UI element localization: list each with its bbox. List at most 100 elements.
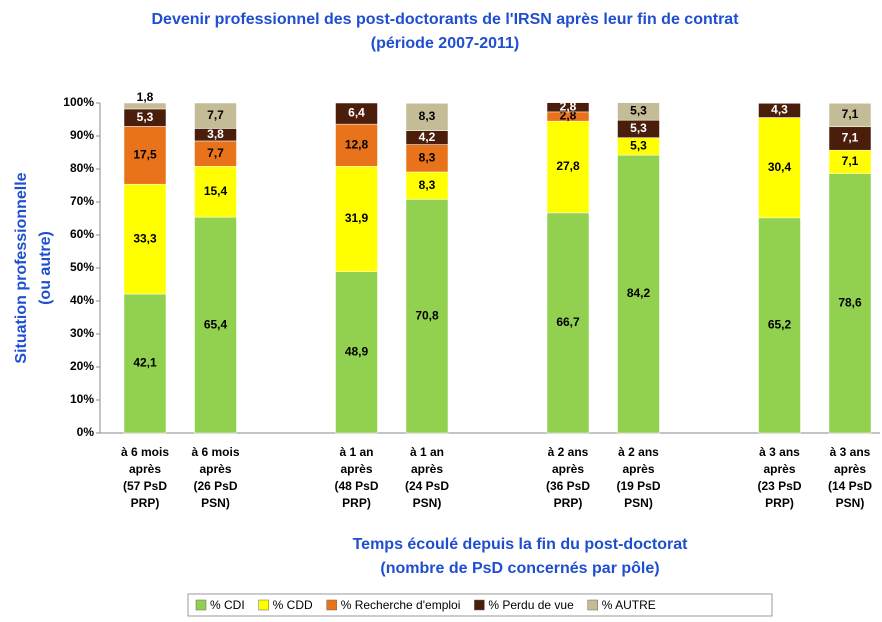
x-tick-label: (14 PsD — [828, 479, 872, 493]
data-label: 5,3 — [630, 139, 647, 153]
chart-subtitle: (période 2007-2011) — [371, 35, 520, 52]
data-label: 4,3 — [771, 103, 788, 117]
data-label: 12,8 — [345, 137, 369, 151]
data-label: 3,8 — [207, 127, 224, 141]
x-tick-label: (48 PsD — [334, 479, 378, 493]
x-tick-label: à 1 an — [339, 445, 373, 459]
bar-segment — [546, 212, 590, 434]
data-label: 5,3 — [630, 104, 647, 118]
y-tick-label: 10% — [70, 392, 94, 406]
legend-label: % CDD — [273, 598, 313, 612]
legend-swatch — [195, 599, 207, 611]
y-tick-label: 60% — [70, 227, 94, 241]
y-axis-label: Situation professionnelle — [13, 172, 30, 363]
x-tick-label: PRP) — [342, 496, 371, 510]
x-axis-label: Temps écoulé depuis la fin du post-docto… — [353, 536, 689, 553]
data-label: 2,8 — [560, 99, 577, 113]
x-tick-label: à 1 an — [410, 445, 444, 459]
data-label: 7,1 — [842, 131, 859, 145]
x-tick-label: (23 PsD — [757, 479, 801, 493]
legend-swatch — [326, 599, 337, 611]
bar-segment — [335, 123, 378, 167]
data-label: 84,2 — [627, 286, 651, 300]
bar-segment — [335, 166, 378, 272]
data-label: 42,1 — [133, 356, 157, 370]
x-tick-label: après — [340, 462, 372, 476]
legend-label: % CDI — [210, 598, 245, 612]
bar-segment — [405, 103, 449, 131]
y-tick-label: 100% — [63, 95, 94, 109]
bar-segment — [758, 117, 801, 219]
data-label: 5,3 — [630, 121, 647, 135]
x-tick-label: (57 PsD — [123, 479, 167, 493]
x-tick-label: à 2 ans — [548, 445, 589, 459]
data-label: 27,8 — [556, 159, 580, 173]
data-label: 7,1 — [842, 107, 859, 121]
data-label: 65,2 — [768, 318, 792, 332]
legend-swatch — [258, 599, 269, 611]
y-axis-label: (ou autre) — [37, 231, 54, 305]
legend-swatch — [474, 599, 485, 611]
x-tick-label: (26 PsD — [193, 479, 237, 493]
bar-segment — [405, 199, 449, 434]
y-tick-label: 20% — [70, 359, 94, 373]
data-label: 78,6 — [838, 295, 862, 309]
x-tick-label: après — [622, 462, 654, 476]
data-label: 8,3 — [419, 150, 436, 164]
x-tick-label: PRP) — [554, 496, 583, 510]
data-label: 33,3 — [133, 231, 157, 245]
x-tick-label: après — [834, 462, 866, 476]
bar-segment — [828, 103, 872, 128]
y-tick-label: 70% — [70, 194, 94, 208]
data-label: 15,4 — [204, 184, 228, 198]
bar-segment — [758, 103, 801, 118]
bar-segment — [405, 171, 449, 200]
bar-segment — [335, 102, 378, 125]
bar-segment — [123, 102, 167, 110]
x-axis-label: (nombre de PsD concernés par pôle) — [380, 560, 659, 577]
data-label: 7,7 — [207, 108, 224, 122]
bar-segment — [546, 102, 590, 113]
chart-title: Devenir professionnel des post-doctorant… — [151, 11, 739, 28]
legend-swatch — [587, 599, 599, 611]
bar-segment — [194, 102, 237, 129]
x-tick-label: PSN) — [201, 496, 230, 510]
x-tick-label: après — [129, 462, 161, 476]
bar-segment — [194, 216, 237, 434]
data-label: 4,2 — [419, 130, 436, 144]
x-tick-label: (19 PsD — [616, 479, 660, 493]
x-tick-label: (36 PsD — [546, 479, 590, 493]
y-tick-label: 50% — [70, 260, 94, 274]
x-tick-label: après — [763, 462, 795, 476]
y-tick-label: 40% — [70, 293, 94, 307]
x-tick-label: à 2 ans — [618, 445, 659, 459]
data-label: 66,7 — [556, 315, 580, 329]
x-tick-label: PSN) — [413, 496, 442, 510]
x-tick-label: à 3 ans — [759, 445, 800, 459]
x-tick-label: PSN) — [836, 496, 865, 510]
y-tick-label: 0% — [77, 425, 95, 439]
data-label: 1,8 — [137, 90, 154, 104]
x-tick-label: (24 PsD — [405, 479, 449, 493]
y-tick-label: 80% — [70, 161, 94, 175]
legend-box — [187, 593, 773, 617]
data-label: 7,7 — [207, 146, 224, 160]
x-tick-label: après — [411, 462, 443, 476]
bar-segment — [546, 120, 590, 214]
x-tick-label: à 6 mois — [191, 445, 239, 459]
y-tick-label: 30% — [70, 326, 94, 340]
legend-label: % AUTRE — [602, 598, 656, 612]
y-tick-label: 90% — [70, 128, 94, 142]
data-label: 30,4 — [768, 160, 792, 174]
legend-label: % Recherche d'emploi — [341, 598, 461, 612]
x-tick-label: PRP) — [131, 496, 160, 510]
x-tick-label: PSN) — [624, 496, 653, 510]
data-label: 8,3 — [419, 178, 436, 192]
x-tick-label: après — [199, 462, 231, 476]
x-tick-label: PRP) — [765, 496, 794, 510]
bar-segment — [617, 154, 660, 434]
bar-segment — [123, 293, 167, 434]
data-label: 65,4 — [204, 317, 228, 331]
x-tick-label: à 3 ans — [830, 445, 871, 459]
